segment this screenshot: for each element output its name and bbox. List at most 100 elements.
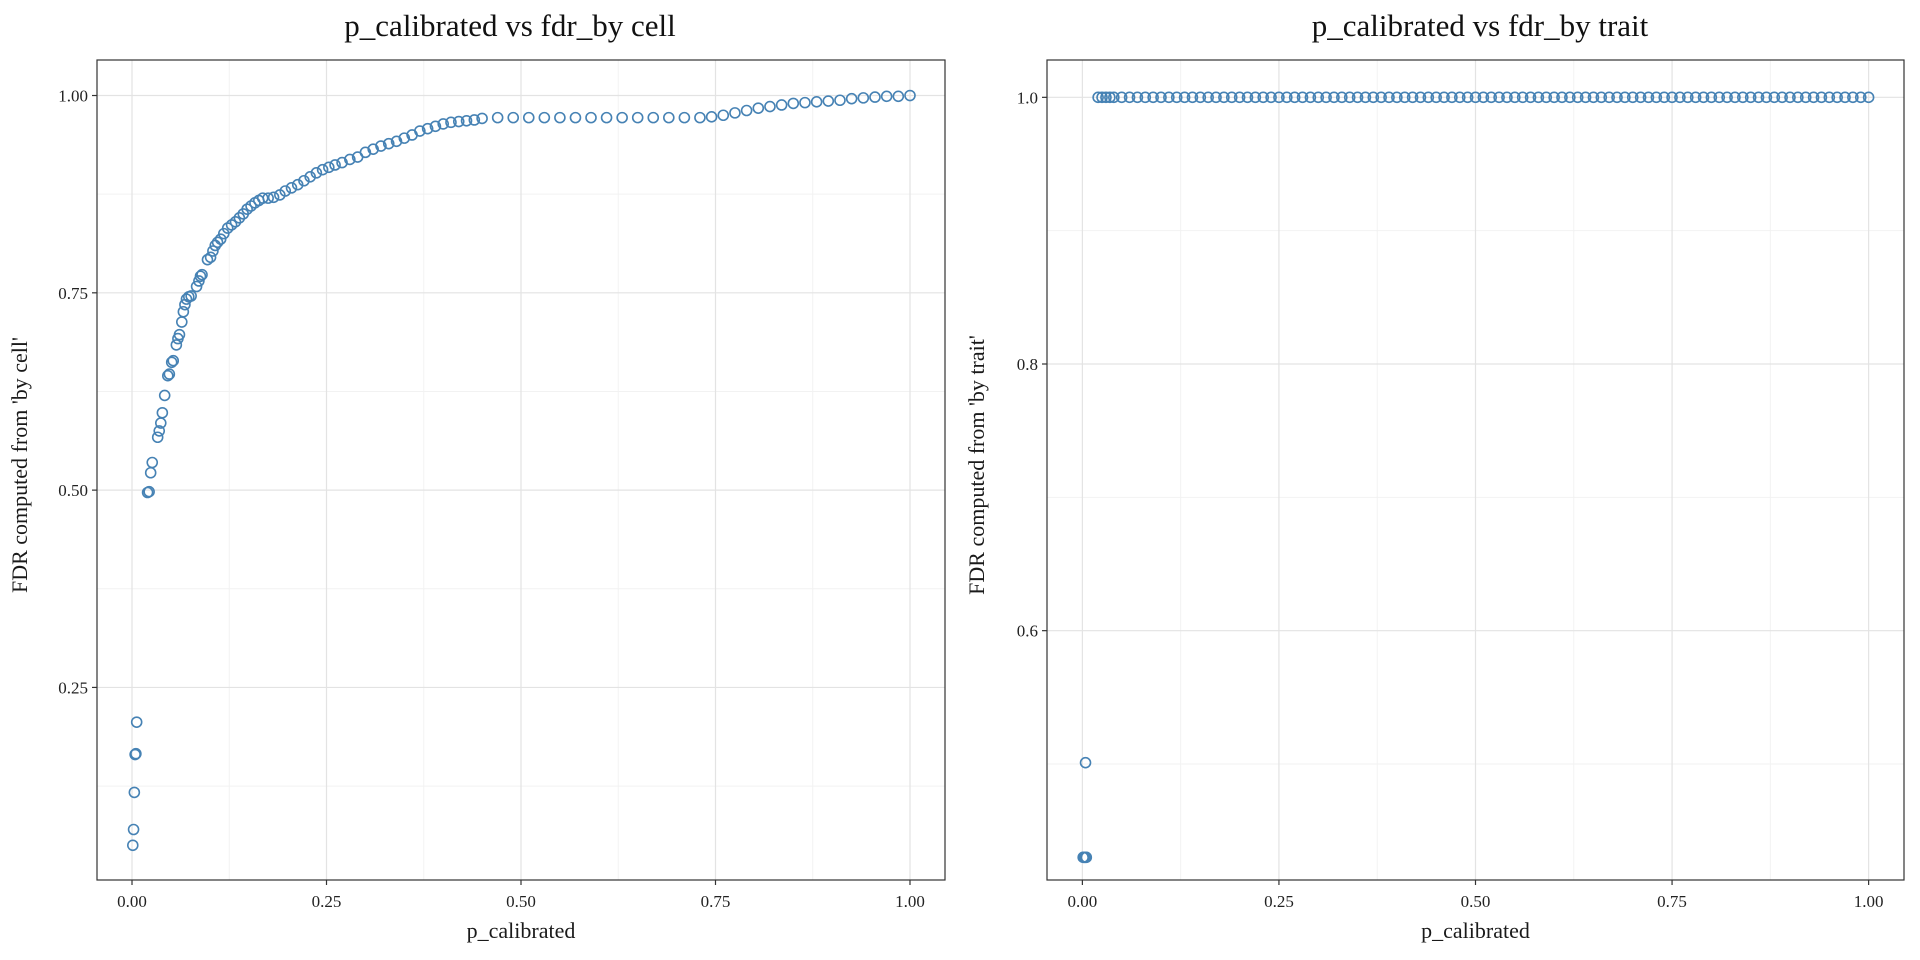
data-point [256, 192, 269, 204]
data-point [267, 191, 280, 204]
data-point [143, 485, 155, 498]
chart-panel-by-trait: p_calibrated vs fdr_by trait FDR compute… [960, 0, 1920, 960]
data-point [1501, 91, 1513, 104]
data-point [787, 97, 800, 110]
data-point [1642, 91, 1655, 104]
data-point [1752, 91, 1765, 104]
data-point [1603, 91, 1615, 104]
data-point [437, 118, 450, 130]
data-point [1509, 91, 1521, 104]
data-point [1079, 756, 1092, 769]
data-point [1351, 91, 1364, 104]
data-point [1792, 91, 1804, 104]
data-point [1721, 91, 1733, 104]
data-point [1430, 91, 1442, 104]
data-point [717, 109, 730, 122]
data-point [194, 270, 207, 283]
data-point [857, 92, 870, 104]
data-point [1768, 91, 1781, 104]
data-point [344, 153, 356, 166]
x-tick-label: 0.75 [1657, 892, 1687, 911]
data-point [1131, 91, 1144, 104]
data-point [1862, 91, 1875, 104]
data-point [1241, 91, 1254, 104]
data-point [1847, 91, 1859, 104]
data-point [1288, 91, 1301, 104]
data-point [1776, 91, 1788, 104]
data-point [647, 111, 660, 124]
data-point [1104, 91, 1116, 104]
data-point [1320, 91, 1332, 104]
data-point [170, 339, 183, 351]
data-point [1328, 91, 1340, 104]
data-point [201, 253, 214, 266]
y-tick-label: 1.00 [58, 87, 88, 106]
data-point [822, 95, 835, 107]
data-point [1674, 91, 1686, 104]
data-point [1477, 91, 1490, 104]
data-point [1799, 91, 1812, 104]
data-point [1524, 91, 1537, 104]
y-tick-label: 0.75 [58, 284, 88, 303]
data-point [414, 125, 426, 137]
data-point [810, 96, 823, 108]
data-point [476, 112, 488, 125]
data-point [173, 328, 186, 341]
data-point [1626, 91, 1639, 104]
data-point [1438, 91, 1450, 104]
data-point [1854, 91, 1867, 104]
data-point [1147, 91, 1159, 104]
data-point [799, 96, 811, 109]
data-point [631, 111, 644, 124]
y-tick-label: 0.25 [58, 678, 88, 697]
data-point [694, 111, 706, 124]
data-point [1619, 91, 1631, 104]
data-point [130, 747, 142, 760]
chart-panel-by-cell: p_calibrated vs fdr_by cell FDR computed… [7, 8, 676, 943]
data-point [1414, 91, 1427, 104]
data-point [1548, 91, 1560, 104]
data-point [1249, 91, 1262, 104]
data-point [262, 192, 274, 204]
data-point [1446, 91, 1458, 104]
x-axis-label: p_calibrated [1421, 918, 1530, 943]
data-point [1461, 91, 1474, 104]
data-point [128, 786, 141, 799]
data-point [156, 406, 169, 419]
data-point [1080, 851, 1093, 864]
data-point [279, 185, 292, 197]
data-point [1815, 91, 1828, 104]
data-point [869, 91, 881, 103]
data-point [310, 167, 323, 179]
x-tick-label: 0.25 [1264, 892, 1294, 911]
data-point [1281, 91, 1293, 104]
data-point [1092, 91, 1104, 104]
data-point [554, 111, 566, 124]
data-point [1359, 91, 1372, 104]
data-point [1178, 91, 1191, 104]
data-point [752, 102, 765, 114]
data-point [158, 389, 171, 402]
data-point [1689, 91, 1702, 104]
data-point [1225, 91, 1238, 104]
data-point [229, 215, 242, 228]
data-point [585, 111, 597, 124]
data-point [1422, 91, 1435, 104]
data-point [1729, 91, 1741, 104]
data-point [1831, 91, 1843, 104]
data-point [1540, 91, 1553, 104]
data-point [177, 305, 190, 318]
data-point [1744, 91, 1757, 104]
data-point [185, 290, 197, 302]
data-point [1807, 91, 1820, 104]
data-point [1296, 91, 1309, 104]
data-point [600, 111, 613, 124]
data-point [1115, 91, 1128, 104]
data-point [1737, 91, 1749, 104]
data-point [1579, 91, 1592, 104]
data-point [153, 425, 166, 437]
data-point [323, 161, 335, 174]
data-point [522, 111, 535, 124]
data-point [1469, 91, 1482, 104]
data-point [1210, 91, 1222, 104]
